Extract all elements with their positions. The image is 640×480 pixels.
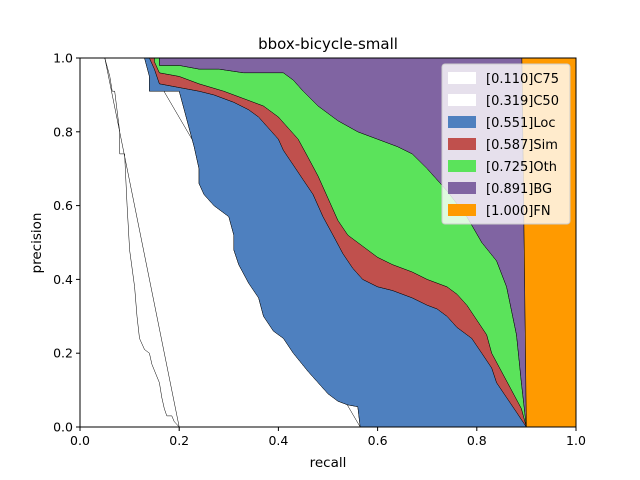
- x-tick-label: 1.0: [566, 433, 586, 448]
- area-c75: [104, 57, 180, 428]
- legend-label-loc: [0.551]Loc: [486, 116, 555, 131]
- x-axis-label: recall: [310, 455, 347, 471]
- axes: 0.0 0.2 0.4 0.6 0.8 1.0 0.0 0.2 0.4 0.6 0.8 1.0: [53, 51, 586, 449]
- area-bg: [159, 57, 527, 428]
- x-tick-label: 0.0: [70, 433, 90, 448]
- legend-swatch-oth: [448, 160, 476, 172]
- legend-swatch-loc: [448, 116, 476, 128]
- legend-swatch-fn: [448, 204, 476, 216]
- legend-swatch-sim: [448, 138, 476, 150]
- y-tick-label: 0.6: [53, 198, 73, 213]
- y-tick-label: 0.4: [53, 272, 73, 287]
- x-tick-label: 0.2: [169, 433, 189, 448]
- y-axis-label: precision: [29, 213, 45, 274]
- legend-label-oth: [0.725]Oth: [486, 160, 557, 175]
- legend-label-c75: [0.110]C75: [486, 72, 559, 87]
- y-tick-label: 1.0: [53, 51, 73, 66]
- legend: [0.110]C75 [0.319]C50 [0.551]Loc [0.587]Sim…: [441, 63, 571, 225]
- legend-swatch-c50: [448, 94, 476, 106]
- x-tick-label: 0.4: [268, 433, 288, 448]
- legend-label-bg: [0.891]BG: [486, 182, 552, 197]
- y-tick-label: 0.0: [53, 420, 73, 435]
- plot-frame: [79, 57, 577, 428]
- x-tick-label: 0.6: [368, 433, 388, 448]
- chart-title: bbox-bicycle-small: [258, 35, 398, 53]
- y-tick-label: 0.2: [53, 346, 73, 361]
- area-layers: [104, 57, 577, 428]
- legend-swatch-c75: [448, 72, 476, 84]
- legend-label-c50: [0.319]C50: [486, 94, 559, 109]
- legend-label-sim: [0.587]Sim: [486, 138, 558, 153]
- legend-label-fn: [1.000]FN: [486, 204, 551, 219]
- x-tick-label: 0.8: [467, 433, 487, 448]
- y-tick-label: 0.8: [53, 124, 73, 139]
- legend-swatch-bg: [448, 182, 476, 194]
